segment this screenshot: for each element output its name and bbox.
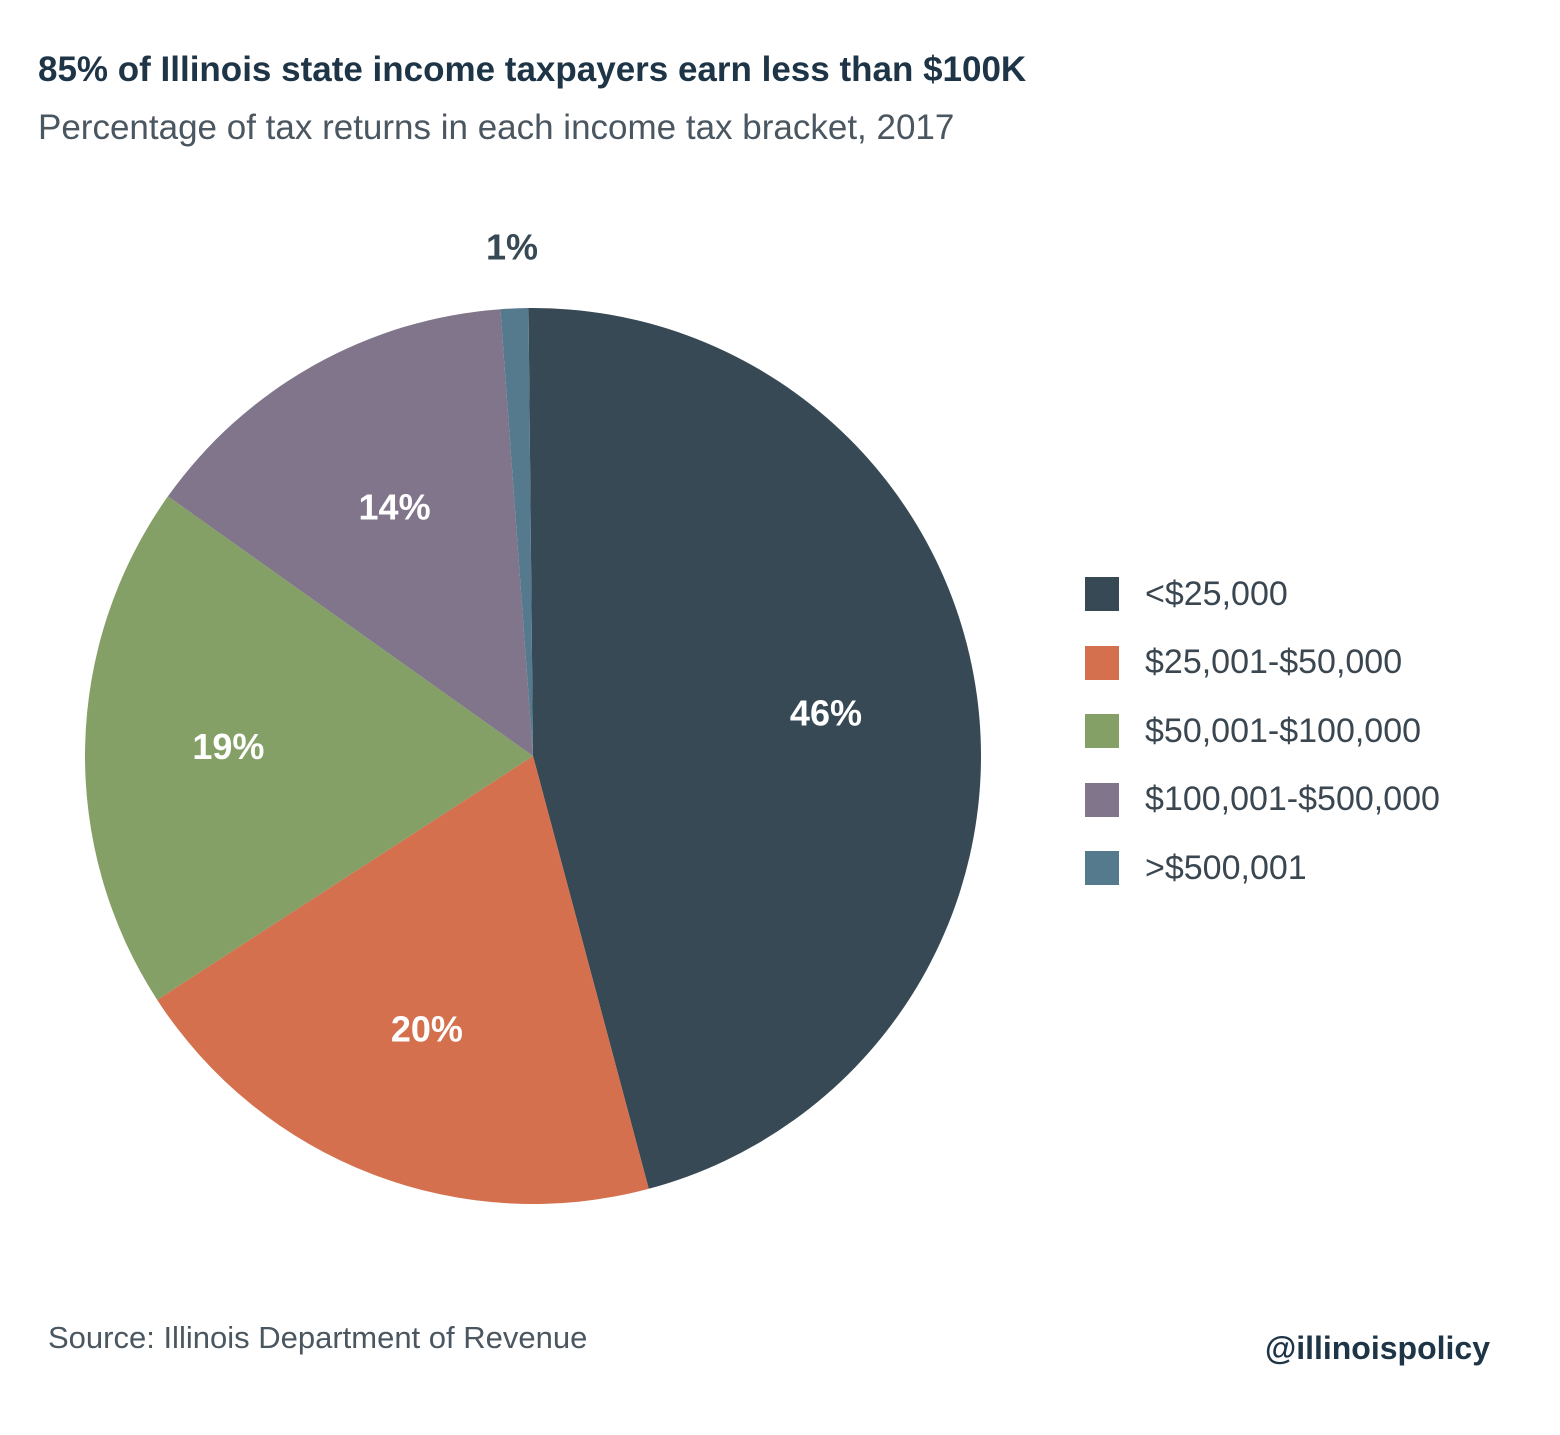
- legend: <$25,000 $25,001-$50,000 $50,001-$100,00…: [1085, 560, 1440, 903]
- legend-label: >$500,001: [1145, 848, 1307, 887]
- source-note: Source: Illinois Department of Revenue: [48, 1320, 588, 1355]
- chart-subtitle: Percentage of tax returns in each income…: [38, 108, 955, 147]
- slice-label: 20%: [391, 1009, 463, 1050]
- slice-label: 19%: [192, 726, 264, 767]
- pie-slice: [84, 496, 534, 1000]
- legend-label: $50,001-$100,000: [1145, 711, 1422, 750]
- legend-label: $25,001-$50,000: [1145, 643, 1403, 682]
- chart-title: 85% of Illinois state income taxpayers e…: [38, 50, 1027, 89]
- pie-slice: [500, 308, 533, 756]
- pie-slice: [157, 756, 649, 1204]
- legend-item: <$25,000: [1085, 560, 1440, 629]
- pie-slice: [167, 309, 534, 756]
- slice-label: 46%: [790, 693, 862, 734]
- slice-label: 14%: [359, 487, 431, 528]
- legend-swatch: [1085, 645, 1119, 680]
- legend-swatch: [1085, 782, 1119, 817]
- legend-swatch: [1085, 577, 1119, 612]
- legend-item: $25,001-$50,000: [1085, 629, 1440, 698]
- legend-label: <$25,000: [1145, 574, 1288, 613]
- legend-swatch: [1085, 851, 1119, 886]
- legend-swatch: [1085, 714, 1119, 749]
- slice-label: 1%: [486, 227, 538, 268]
- social-handle: @illinoispolicy: [1264, 1330, 1490, 1366]
- pie-slice: [528, 308, 982, 1189]
- legend-label: $100,001-$500,000: [1145, 780, 1440, 819]
- legend-item: $100,001-$500,000: [1085, 766, 1440, 835]
- legend-item: $50,001-$100,000: [1085, 697, 1440, 766]
- legend-item: >$500,001: [1085, 834, 1440, 903]
